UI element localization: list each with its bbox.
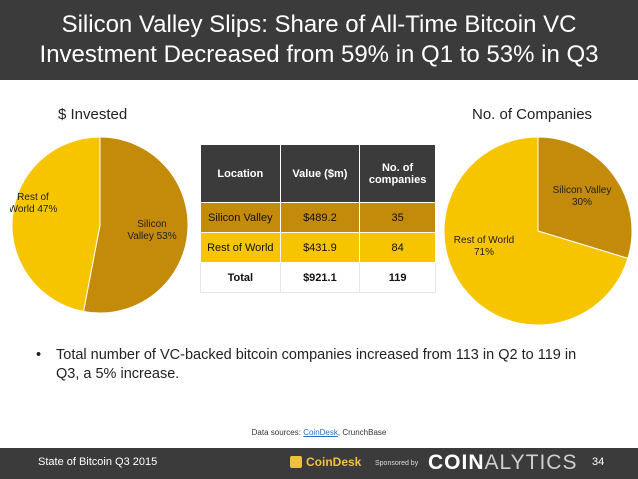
- coindesk-logo-text: CoinDesk: [306, 455, 362, 469]
- coinalytics-logo-part-a: COIN: [428, 451, 485, 474]
- slide-title-line-1: Silicon Valley Slips: Share of All-Time …: [61, 11, 577, 38]
- pie-label-silicon-valley: Silicon Valley 30%: [553, 185, 612, 208]
- coinalytics-logo-part-b: ALYTICS: [484, 451, 578, 474]
- pie-left-title: $ Invested: [58, 106, 128, 123]
- table-header-value: Value ($m): [279, 144, 361, 203]
- table-cell: 84: [359, 232, 436, 263]
- title-bar: Silicon Valley Slips: Share of All-Time …: [0, 0, 638, 80]
- table-cell: 119: [359, 262, 436, 293]
- table-row-total: Total $921.1 119: [200, 262, 436, 293]
- sponsored-by-label: Sponsored by: [375, 460, 419, 467]
- investment-table: Location Value ($m) No. of companies Sil…: [200, 144, 436, 293]
- pie-label-rest-of-world: Rest of World 71%: [454, 235, 514, 258]
- sources-suffix: , CrunchBase: [337, 428, 387, 437]
- table-row: Rest of World $431.9 84: [200, 232, 436, 263]
- table-cell: $431.9: [279, 232, 361, 263]
- bullet-point: • Total number of VC-backed bitcoin comp…: [36, 346, 596, 384]
- pie-chart-companies: Silicon Valley 30% Rest of World 71%: [443, 136, 633, 326]
- coindesk-logo-icon: [290, 456, 302, 468]
- pie-slice-rest-of-world: [443, 136, 629, 326]
- page-number: 34: [592, 456, 605, 468]
- coinalytics-logo: COINALYTICS: [428, 451, 577, 475]
- pie-slice-silicon-valley: [537, 136, 633, 259]
- slide-title-line-2: Investment Decreased from 59% in Q1 to 5…: [39, 41, 599, 68]
- bullet-text: Total number of VC-backed bitcoin compan…: [56, 347, 577, 382]
- footer-bar: State of Bitcoin Q3 2015 CoinDesk Sponso…: [0, 448, 638, 479]
- pie-slice-rest-of-world: [11, 136, 101, 313]
- table-cell: Rest of World: [200, 232, 281, 263]
- table-cell: Silicon Valley: [200, 202, 281, 233]
- pie-label-rest-of-world: Rest of World 47%: [10, 192, 57, 215]
- table-cell: $489.2: [279, 202, 361, 233]
- sources-prefix: Data sources:: [251, 428, 304, 437]
- footer-report-name: State of Bitcoin Q3 2015: [38, 456, 158, 468]
- coindesk-link[interactable]: CoinDesk: [303, 428, 338, 437]
- table-header-row: Location Value ($m) No. of companies: [200, 144, 436, 203]
- pie-right-title: No. of Companies: [472, 106, 593, 123]
- table-header-location: Location: [200, 144, 281, 203]
- pie-slice-silicon-valley: [82, 136, 189, 314]
- table-row: Silicon Valley $489.2 35: [200, 202, 436, 233]
- data-sources: Data sources: CoinDesk, CrunchBase: [0, 428, 638, 437]
- table-cell: Total: [200, 262, 281, 293]
- coindesk-logo: CoinDesk: [290, 455, 361, 469]
- bullet-icon: •: [36, 347, 42, 363]
- table-cell: $921.1: [279, 262, 361, 293]
- table-header-companies: No. of companies: [359, 144, 436, 203]
- table-cell: 35: [359, 202, 436, 233]
- pie-chart-invested: Silicon Valley 53% Rest of World 47%: [10, 136, 189, 314]
- pie-label-silicon-valley: Silicon Valley 53%: [127, 219, 176, 242]
